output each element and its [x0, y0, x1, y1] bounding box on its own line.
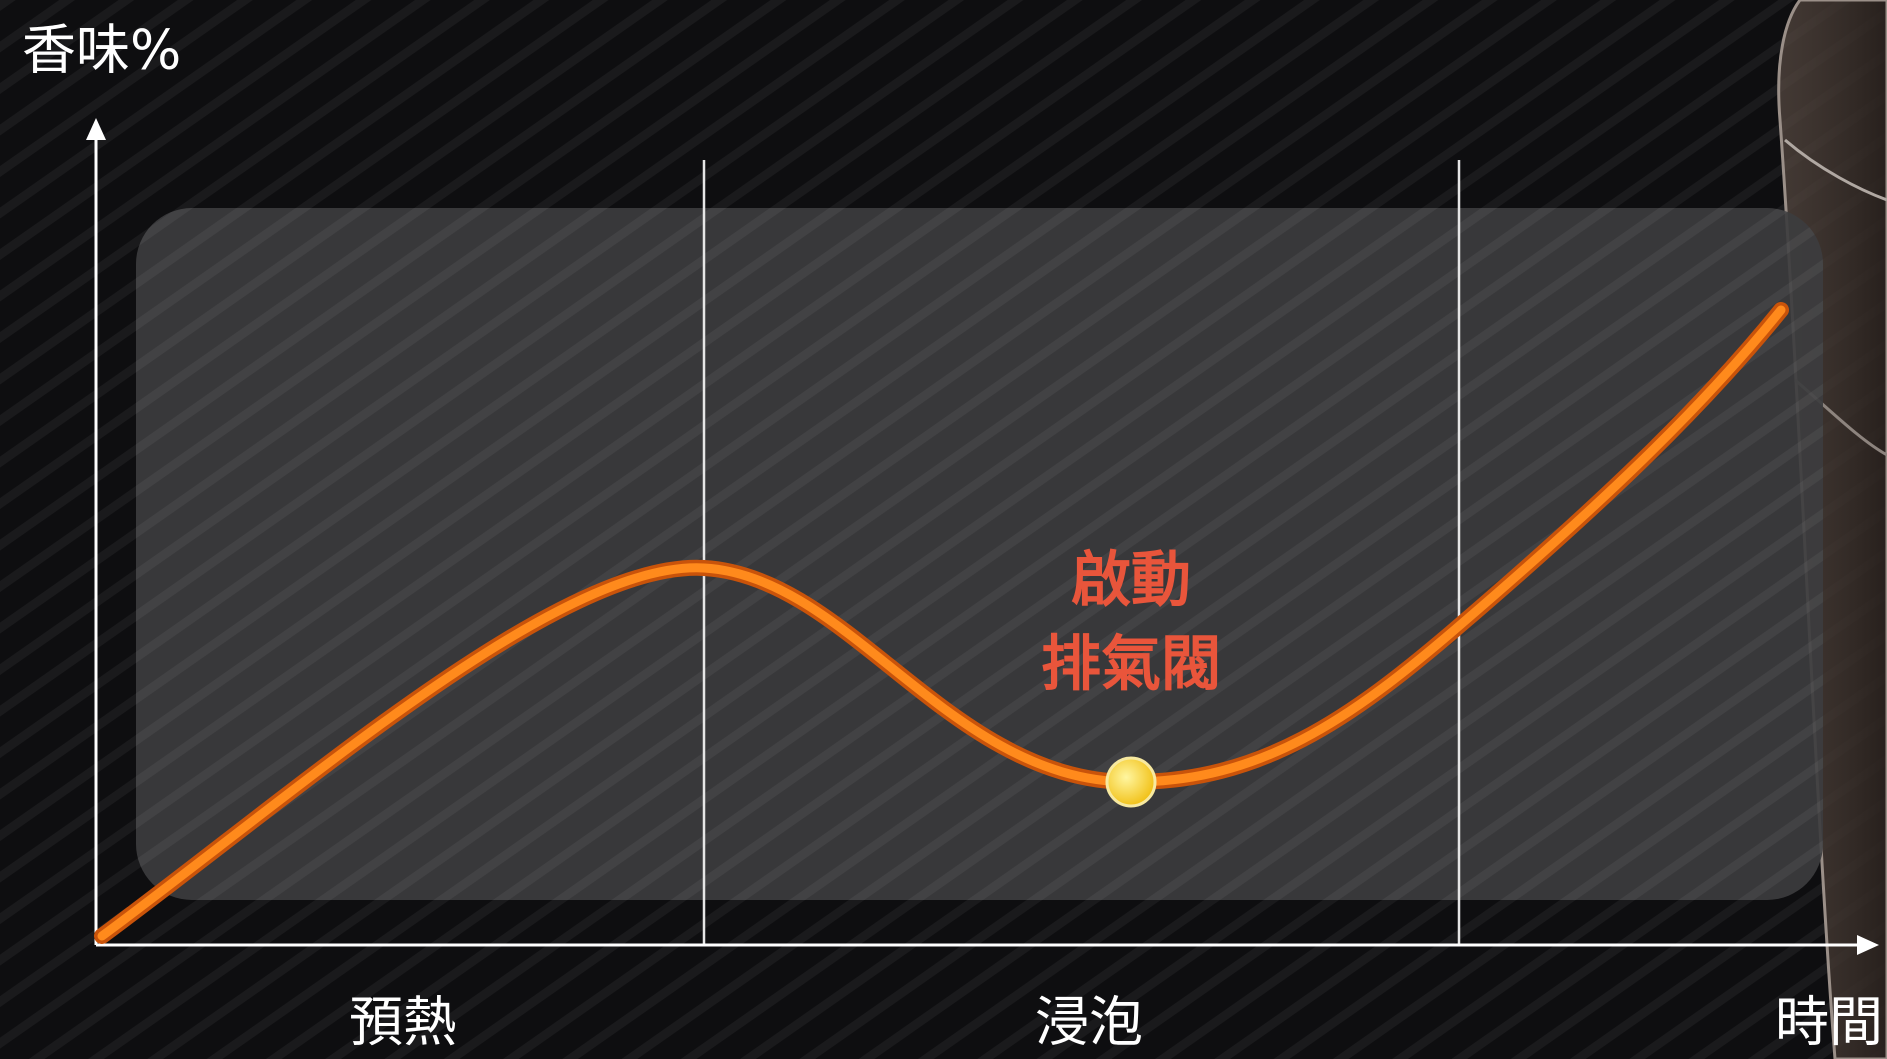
y-axis-label: 香味%: [22, 19, 181, 82]
annotation: 排氣閥: [1041, 630, 1221, 700]
x-axis-arrow: [1857, 935, 1879, 955]
y-axis-arrow: [86, 118, 106, 140]
marker-dot: [1105, 756, 1157, 808]
curve: [97, 305, 1786, 941]
x-axis-label: 時間: [1775, 991, 1883, 1054]
phase-label: 預熱: [349, 991, 457, 1054]
annotation: 啟動: [1071, 546, 1191, 616]
panel: [136, 208, 1823, 900]
phase-label: 浸泡: [1035, 991, 1143, 1054]
